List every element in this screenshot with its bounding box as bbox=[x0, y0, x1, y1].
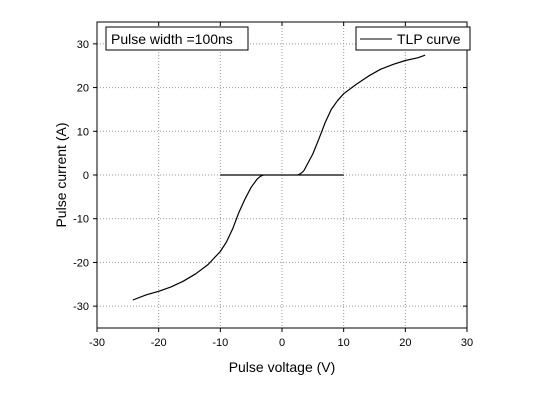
legend: TLP curve bbox=[355, 26, 471, 51]
annotation-frame bbox=[105, 26, 249, 51]
series-line-0-segment-1 bbox=[132, 174, 264, 301]
annotation-box: Pulse width =100ns bbox=[105, 26, 249, 51]
series-layer bbox=[132, 54, 426, 301]
ticks: -30 -20 -10 0 10 20 30 -30 -20 -10 0 10 20 30 bbox=[73, 22, 473, 349]
x-tick-label: -10 bbox=[212, 337, 228, 349]
y-tick-label: 20 bbox=[77, 83, 89, 95]
series-line-0-segment-2 bbox=[297, 54, 426, 176]
legend-label: TLP curve bbox=[397, 31, 461, 47]
x-tick-label: 0 bbox=[279, 337, 285, 349]
x-tick-label: -20 bbox=[151, 337, 167, 349]
annotation-text: Pulse width =100ns bbox=[111, 31, 233, 47]
legend-frame bbox=[355, 26, 471, 51]
y-tick-label: -20 bbox=[73, 257, 89, 269]
y-tick-label: 0 bbox=[83, 170, 89, 182]
y-axis-title: Pulse current (A) bbox=[53, 122, 69, 227]
x-tick-label: 30 bbox=[461, 337, 473, 349]
y-tick-label: 30 bbox=[77, 39, 89, 51]
x-tick-label: 20 bbox=[399, 337, 411, 349]
y-tick-label: -10 bbox=[73, 214, 89, 226]
x-tick-label: -30 bbox=[89, 337, 105, 349]
x-tick-label: 10 bbox=[338, 337, 350, 349]
y-tick-label: 10 bbox=[77, 126, 89, 138]
x-axis-title: Pulse voltage (V) bbox=[229, 359, 336, 375]
y-tick-label: -30 bbox=[73, 301, 89, 313]
